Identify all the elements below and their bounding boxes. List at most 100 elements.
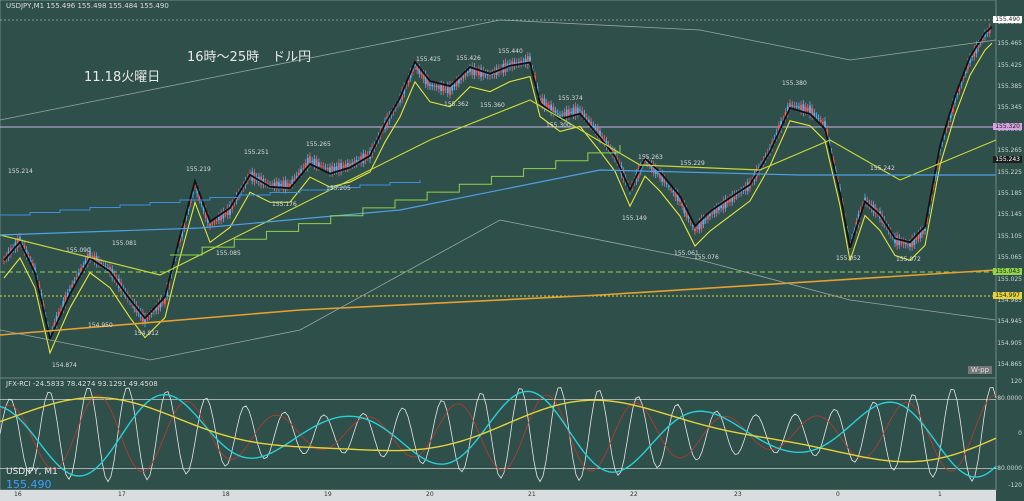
y-tick-label: 155.345 — [997, 104, 1022, 112]
candle-body — [663, 178, 666, 183]
price-label: 155.242 — [870, 165, 895, 173]
candle-body — [917, 234, 920, 239]
candle-body — [271, 184, 274, 186]
candle-body — [672, 190, 675, 193]
candle-body — [460, 77, 463, 80]
candle-body — [590, 121, 593, 127]
candle-body — [104, 266, 107, 268]
candle-body — [988, 27, 991, 34]
price-label: 154.874 — [52, 362, 77, 370]
candle-body — [469, 68, 471, 72]
moving-average-medium — [3, 42, 993, 355]
candle-body — [661, 173, 664, 182]
candle-body — [561, 114, 564, 116]
candle-body — [599, 130, 601, 140]
candle-body — [266, 183, 269, 185]
candle-body — [793, 105, 796, 107]
price-label: 155.072 — [896, 256, 921, 264]
candle-body — [984, 33, 986, 37]
candle-body — [109, 267, 111, 273]
y-tick-label: 155.465 — [997, 40, 1022, 48]
candle-body — [797, 106, 800, 108]
candle-body — [702, 218, 705, 225]
candle-body — [471, 66, 474, 75]
candle-body — [34, 267, 36, 273]
candle-body — [442, 85, 445, 92]
y-tick-label: 155.185 — [997, 190, 1022, 197]
candle-body — [399, 97, 401, 103]
candle-body — [187, 206, 190, 211]
candle-body — [966, 62, 969, 70]
candle-body — [75, 277, 78, 280]
candle-body — [567, 109, 570, 117]
candle-body — [273, 182, 276, 188]
candle-body — [100, 262, 103, 264]
candle-body — [300, 169, 303, 174]
candle-body — [139, 311, 142, 317]
candle-body — [977, 43, 980, 48]
candle-body — [152, 310, 155, 312]
candle-body — [62, 300, 65, 310]
price-label: 155.205 — [326, 185, 351, 193]
candle-body — [224, 213, 227, 215]
candle-body — [674, 191, 677, 198]
candle-body — [335, 166, 338, 171]
candle-body — [25, 249, 28, 256]
candle-body — [435, 86, 438, 88]
symbol-info: USDJPY,M1 155.496 155.498 155.484 155.49… — [6, 2, 169, 10]
candle-body — [711, 212, 714, 215]
candle-body — [667, 185, 670, 187]
candle-body — [949, 110, 952, 119]
candle-body — [349, 163, 351, 167]
candle-body — [202, 205, 205, 211]
rci-medium — [0, 394, 997, 472]
candle-body — [543, 98, 546, 109]
candle-body — [919, 230, 922, 238]
candle-body — [943, 135, 946, 137]
candle-body — [231, 203, 234, 209]
candle-body — [729, 197, 731, 203]
candle-body — [331, 165, 334, 174]
candle-body — [418, 67, 421, 74]
candle-body — [547, 105, 550, 109]
candle-body — [522, 61, 525, 63]
candle-body — [784, 112, 787, 118]
candle-body — [583, 113, 586, 118]
bottom-symbol: USDJPY, M1 — [6, 467, 58, 477]
price-label: 155.425 — [416, 55, 441, 63]
candle-body — [511, 61, 514, 68]
candle-body — [449, 85, 451, 95]
candle-body — [262, 179, 265, 185]
candle-body — [306, 158, 309, 168]
candle-body — [947, 120, 950, 123]
candle-body — [176, 248, 179, 250]
candle-body — [489, 74, 491, 76]
candle-body — [491, 73, 494, 75]
candle-body — [780, 120, 783, 130]
candle-body — [462, 75, 465, 78]
candle-body — [185, 215, 188, 217]
y-tick-label: 155.105 — [997, 232, 1022, 240]
candle-body — [422, 73, 425, 80]
candle-body — [86, 254, 89, 264]
candle-body — [715, 207, 718, 213]
candle-body — [322, 166, 325, 168]
candle-body — [451, 85, 454, 91]
candle-body — [364, 154, 367, 161]
candle-body — [866, 200, 869, 204]
candle-body — [360, 156, 363, 163]
price-label: 155.265 — [306, 141, 331, 149]
candle-body — [806, 107, 809, 112]
price-label: 155.076 — [694, 254, 719, 262]
candle-body — [681, 202, 684, 206]
candle-body — [477, 69, 480, 76]
moving-average-blue — [0, 169, 996, 236]
candle-body — [696, 227, 699, 229]
candle-body — [777, 125, 780, 135]
rci-slow — [0, 390, 997, 478]
candle-body — [215, 219, 218, 221]
candle-body — [309, 156, 311, 164]
candle-body — [407, 77, 410, 83]
candle-body — [554, 110, 557, 113]
price-label: 155.263 — [638, 154, 663, 162]
